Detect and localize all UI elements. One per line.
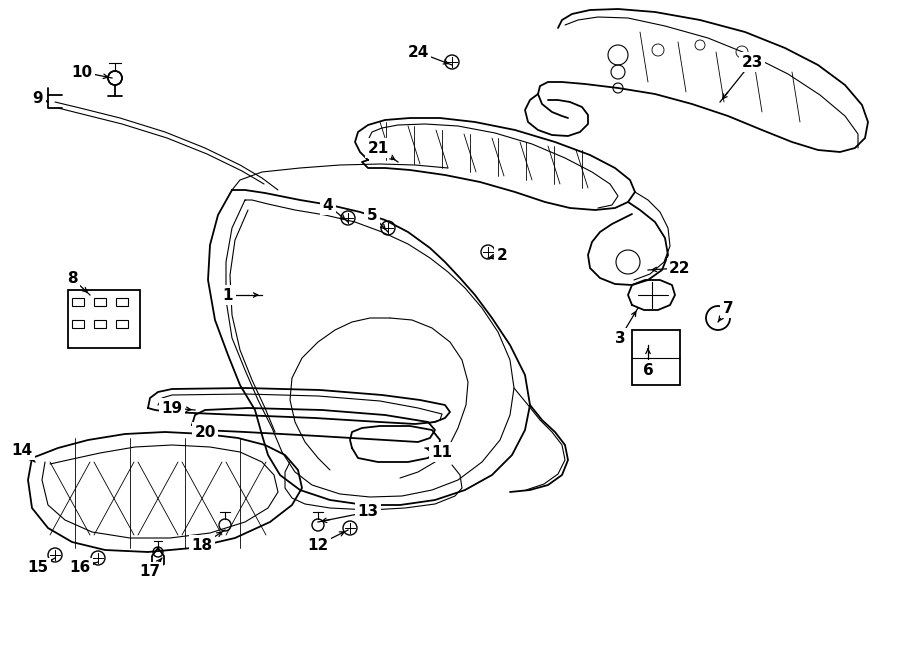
Text: 4: 4 — [323, 197, 333, 213]
Text: 15: 15 — [27, 561, 49, 575]
Text: 11: 11 — [431, 444, 453, 459]
Text: 23: 23 — [742, 54, 762, 70]
Text: 2: 2 — [497, 248, 508, 263]
Text: 24: 24 — [408, 44, 428, 60]
Text: 17: 17 — [140, 565, 160, 579]
Bar — [94, 298, 106, 306]
Text: 14: 14 — [12, 442, 32, 457]
Bar — [72, 320, 84, 328]
Text: 3: 3 — [615, 330, 626, 346]
Text: 7: 7 — [723, 301, 734, 316]
Bar — [632, 330, 680, 385]
Text: 10: 10 — [71, 64, 93, 79]
Text: 13: 13 — [357, 504, 379, 520]
Bar — [72, 298, 84, 306]
Text: 16: 16 — [69, 561, 91, 575]
Text: 8: 8 — [67, 271, 77, 285]
Text: 19: 19 — [161, 401, 183, 416]
Text: 9: 9 — [32, 91, 43, 105]
Text: 18: 18 — [192, 538, 212, 553]
Text: 12: 12 — [308, 538, 328, 553]
Bar — [94, 320, 106, 328]
Bar — [116, 320, 128, 328]
Text: 1: 1 — [223, 287, 233, 303]
Text: 21: 21 — [367, 140, 389, 156]
Bar — [116, 298, 128, 306]
Bar — [68, 290, 140, 348]
Text: 22: 22 — [670, 261, 691, 275]
Text: 6: 6 — [643, 363, 653, 377]
Text: 5: 5 — [366, 207, 377, 222]
Text: 20: 20 — [194, 424, 216, 440]
